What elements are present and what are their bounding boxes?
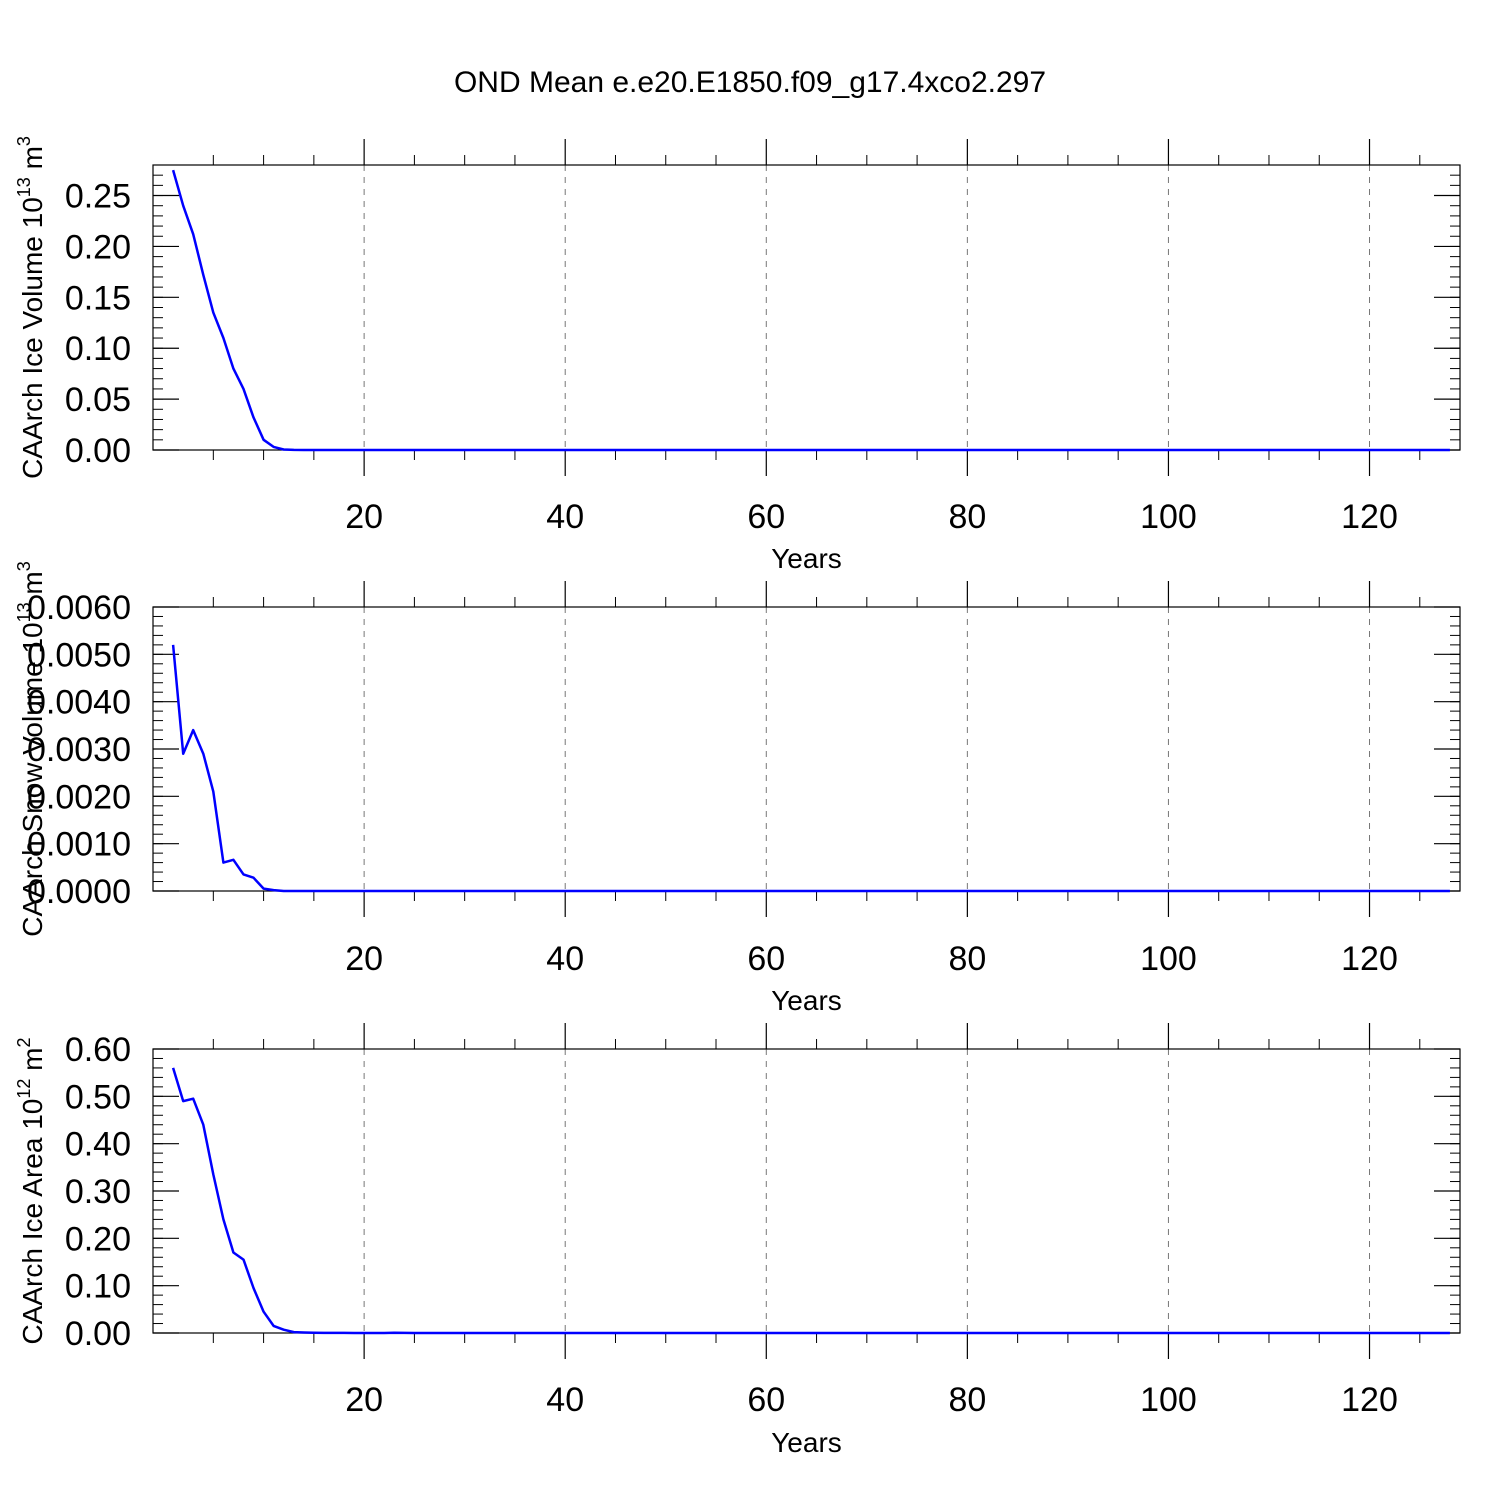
y-tick-label: 0.00 xyxy=(65,432,131,470)
y-tick-label: 0.0050 xyxy=(27,636,131,674)
y-tick-label: 0.20 xyxy=(65,1220,131,1258)
y-axis-title: CAArch Ice Area 1012 m2 xyxy=(14,1037,48,1344)
x-tick-label: 60 xyxy=(747,498,785,536)
y-tick-label: 0.0010 xyxy=(27,826,131,864)
x-tick-label: 100 xyxy=(1140,1381,1197,1419)
x-tick-label: 120 xyxy=(1341,1381,1398,1419)
y-tick-label: 0.0000 xyxy=(27,873,131,911)
y-tick-label: 0.10 xyxy=(65,330,131,368)
x-tick-label: 60 xyxy=(747,1381,785,1419)
x-tick-label: 80 xyxy=(948,498,986,536)
y-tick-label: 0.50 xyxy=(65,1078,131,1116)
panel-1: 0.00 0.05 0.10 0.15 0.20 0.25 20 40 60 80 100 120 Ye… xyxy=(14,136,1461,574)
y-tick-label: 0.15 xyxy=(65,279,131,317)
y-tick-label: 0.25 xyxy=(65,178,131,216)
x-tick-label: 80 xyxy=(948,940,986,978)
x-tick-label: 100 xyxy=(1140,498,1197,536)
x-tick-label: 40 xyxy=(546,940,584,978)
y-tick-label: 0.00 xyxy=(65,1315,131,1353)
x-tick-label: 100 xyxy=(1140,940,1197,978)
x-tick-label: 40 xyxy=(546,1381,584,1419)
y-tick-label: 0.05 xyxy=(65,381,131,419)
x-tick-label: 120 xyxy=(1341,498,1398,536)
y-tick-label: 0.30 xyxy=(65,1173,131,1211)
y-tick-label: 0.10 xyxy=(65,1268,131,1306)
series-line xyxy=(171,1067,1450,1335)
x-tick-label: 20 xyxy=(345,1381,383,1419)
y-tick-label: 0.0060 xyxy=(27,589,131,627)
x-tick-label: 60 xyxy=(747,940,785,978)
y-tick-label: 0.0030 xyxy=(27,731,131,769)
series-line xyxy=(171,644,1450,893)
x-axis-title: Years xyxy=(771,985,842,1016)
x-tick-label: 40 xyxy=(546,498,584,536)
y-tick-label: 0.40 xyxy=(65,1126,131,1164)
x-tick-label: 20 xyxy=(345,940,383,978)
panel-2: 0.0000 0.0010 0.0020 0.0030 0.0040 0.0050 0.00… xyxy=(14,561,1461,1016)
x-axis-title: Years xyxy=(771,543,842,574)
x-tick-label: 120 xyxy=(1341,940,1398,978)
y-tick-label: 0.0040 xyxy=(27,684,131,722)
y-axis-title: CAArch Ice Volume 1013 m3 xyxy=(14,136,48,479)
figure-title: OND Mean e.e20.E1850.f09_g17.4xco2.297 xyxy=(454,66,1046,99)
x-tick-label: 80 xyxy=(948,1381,986,1419)
x-axis-title: Years xyxy=(771,1427,842,1458)
y-tick-label: 0.0020 xyxy=(27,778,131,816)
y-axis-title: CAArch Snow Volume 1013 m3 xyxy=(14,561,48,937)
x-tick-label: 20 xyxy=(345,498,383,536)
y-tick-label: 0.60 xyxy=(65,1031,131,1069)
panel-3: 0.00 0.10 0.20 0.30 0.40 0.50 0.60 20 40 60 80 100 1… xyxy=(14,1023,1461,1458)
series-line xyxy=(171,169,1450,452)
y-tick-label: 0.20 xyxy=(65,228,131,266)
